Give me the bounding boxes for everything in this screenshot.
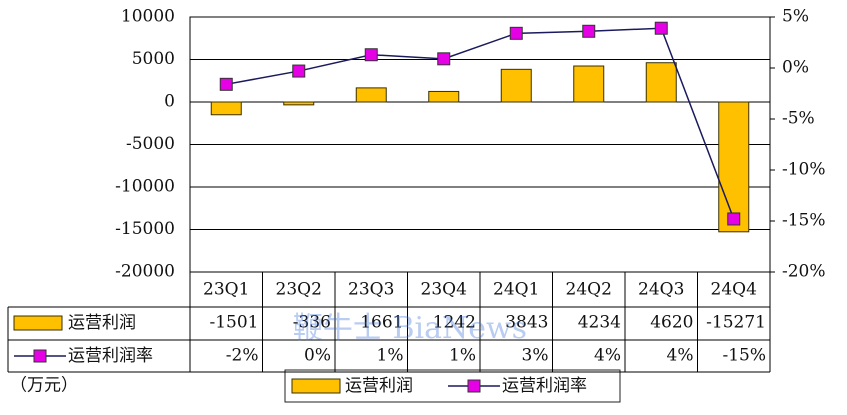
bar (718, 101, 750, 233)
line (226, 27, 735, 220)
bar (283, 101, 315, 106)
table-value: -15% (722, 346, 766, 366)
table-value: 4234 (578, 313, 621, 333)
x-tick-label: 24Q2 (566, 280, 612, 300)
x-tick-label: 24Q3 (638, 280, 684, 300)
x-tick-label: 23Q1 (203, 280, 249, 300)
y-tick-label: -15000 (115, 219, 175, 239)
x-tick-label: 23Q2 (276, 280, 322, 300)
table-value: -336 (293, 313, 331, 333)
marker (219, 77, 233, 91)
x-tick-label: 23Q4 (421, 280, 467, 300)
table-value: 3843 (505, 313, 548, 333)
table-value: 4% (667, 346, 694, 366)
legend-symbol (467, 379, 481, 393)
x-tick-label: 24Q1 (493, 280, 539, 300)
bar (355, 87, 387, 103)
table-value: 1% (377, 346, 404, 366)
table-value: 1661 (360, 313, 403, 333)
bar (573, 65, 605, 103)
table-value: 3% (522, 346, 549, 366)
table-legend-symbol (33, 349, 47, 363)
y-tick-label: -10000 (115, 177, 175, 197)
bar (210, 101, 242, 116)
x-tick-label: 23Q3 (348, 280, 394, 300)
unit-label: （万元） (10, 376, 78, 396)
bar (428, 90, 460, 103)
legend-label: 运营利润 (345, 376, 413, 396)
y2-tick-label: -20% (782, 262, 826, 282)
y-tick-label: 0 (164, 92, 175, 112)
table-series-name: 运营利润 (68, 313, 136, 333)
table-legend-symbol (13, 315, 63, 331)
y2-tick-label: -10% (782, 160, 826, 180)
legend-symbol (291, 378, 341, 394)
y-tick-label: 5000 (132, 49, 175, 69)
table-value: 4% (594, 346, 621, 366)
legend-label: 运营利润率 (502, 376, 587, 396)
table-value: 4620 (650, 313, 693, 333)
marker (364, 48, 378, 62)
table-series-name: 运营利润率 (68, 346, 153, 366)
y2-tick-label: 0% (782, 58, 809, 78)
legend-box (284, 369, 621, 403)
table-value: -2% (226, 346, 259, 366)
bar (645, 62, 677, 103)
y-tick-label: -20000 (115, 262, 175, 282)
bar (500, 68, 532, 103)
marker (582, 24, 596, 38)
table-value: -1501 (209, 313, 258, 333)
y2-tick-label: -15% (782, 211, 826, 231)
marker (509, 26, 523, 40)
table-value: 0% (304, 346, 331, 366)
x-tick-label: 24Q4 (711, 280, 757, 300)
table-value: -15271 (706, 313, 766, 333)
marker (654, 21, 668, 35)
marker (292, 64, 306, 78)
y-tick-label: 10000 (121, 7, 175, 27)
y-tick-label: -5000 (126, 134, 175, 154)
marker (727, 212, 741, 226)
y2-tick-label: -5% (782, 109, 815, 129)
watermark: 鞭牛士 BiaNews (293, 311, 527, 346)
table-value: 1% (449, 346, 476, 366)
marker (437, 52, 451, 66)
y2-tick-label: 5% (782, 7, 809, 27)
table-value: 1242 (433, 313, 476, 333)
